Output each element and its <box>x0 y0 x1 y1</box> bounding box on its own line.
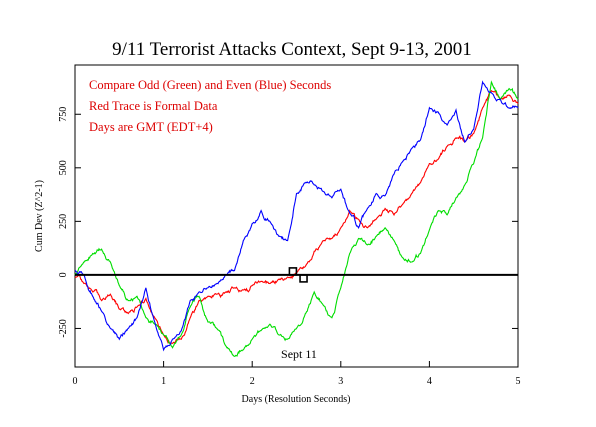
x-tick-label-2: 2 <box>250 376 255 387</box>
x-tick-label-1: 1 <box>161 376 166 387</box>
y-tick-label-2: 250 <box>58 214 69 229</box>
series-line-1 <box>74 80 519 357</box>
annotation-line-2: Red Trace is Formal Data <box>89 99 218 113</box>
x-tick-label-3: 3 <box>338 376 343 387</box>
x-axis-label: Days (Resolution Seconds) <box>242 394 351 405</box>
x-tick-label-4: 4 <box>427 376 432 387</box>
axis-ticks: 0 1 2 3 4 5 -250 0 250 500 750 <box>58 107 521 387</box>
event-marker-layer <box>288 267 308 283</box>
y-tick-label-4: 750 <box>58 107 69 122</box>
chart-title: 9/11 Terrorist Attacks Context, Sept 9-1… <box>112 39 472 60</box>
event-marker-end <box>299 274 308 283</box>
x-tick-label-5: 5 <box>516 376 521 387</box>
y-tick-label-1: 0 <box>58 272 69 277</box>
annotation-line-3: Days are GMT (EDT+4) <box>89 120 213 134</box>
event-label: Sept 11 <box>281 347 317 361</box>
plot-area <box>74 64 519 368</box>
y-tick-label-0: -250 <box>58 319 69 337</box>
y-tick-label-3: 500 <box>58 160 69 175</box>
event-marker-start <box>288 267 298 276</box>
annotation-line-1: Compare Odd (Green) and Even (Blue) Seco… <box>89 78 331 92</box>
y-axis-label: Cum Dev (Z^2-1) <box>34 180 45 252</box>
x-tick-label-0: 0 <box>73 376 78 387</box>
series-line-2 <box>74 80 519 352</box>
